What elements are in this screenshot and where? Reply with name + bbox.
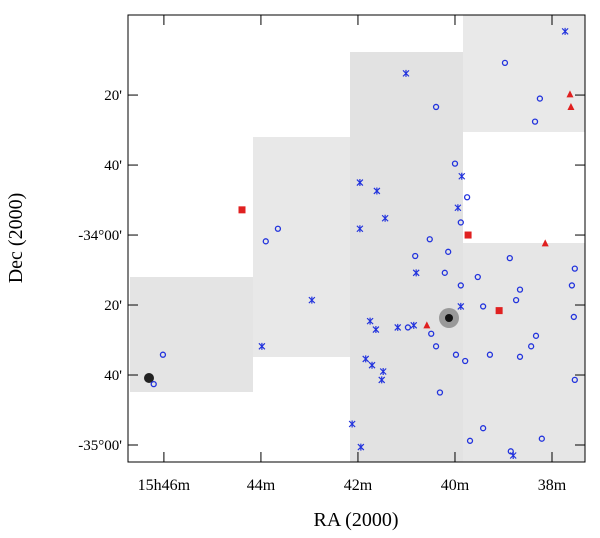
circle-marker [150,380,157,388]
cross-marker [410,321,418,329]
circle-marker [457,219,464,226]
circle-marker [571,265,578,272]
y-tick-label: 20' [104,298,122,314]
cross-marker [454,204,462,212]
cross-marker [561,27,569,35]
circle-marker [516,353,524,360]
circle-marker [159,351,167,358]
circle-marker [571,376,578,384]
y-tick-label: -34°00' [78,228,122,244]
circle-marker [463,194,471,201]
triangle-marker [567,102,575,110]
cross-marker [366,317,374,325]
circle-marker [512,296,520,304]
circle-marker [532,332,540,339]
cross-marker [368,361,376,369]
circle-marker [404,324,412,331]
cross-marker [362,355,370,363]
x-tick-label: 44m [247,477,276,494]
circle-marker [466,437,474,444]
square-marker [238,206,246,214]
plot-frame [127,14,586,463]
circle-marker [506,254,513,262]
circle-marker [568,282,576,289]
circle-marker [445,248,452,255]
square-marker [495,307,503,315]
triangle-marker [541,239,549,247]
circle-marker [538,435,545,442]
circle-marker [451,160,459,167]
circle-marker [501,59,509,67]
y-tick-label: 40' [104,158,122,174]
circle-marker [412,252,419,260]
y-tick-label: 40' [104,368,122,384]
cross-marker [308,296,316,304]
x-tick-label: 40m [441,477,470,494]
x-tick-label: 42m [344,477,373,494]
cross-marker [356,179,364,187]
circle-marker [428,330,435,337]
circle-marker [426,236,433,243]
circle-marker [527,343,535,350]
cross-marker [379,368,387,376]
cross-marker [373,187,381,195]
cross-marker [394,323,402,331]
circle-marker [441,269,448,276]
cross-marker [458,172,466,180]
circle-marker [486,351,494,358]
circle-marker [479,425,487,432]
circle-marker [474,273,481,281]
sky-image [130,15,585,462]
circle-marker [531,118,539,125]
circle-marker [570,313,577,321]
cross-marker [348,420,356,428]
triangle-marker [423,321,431,329]
triangle-marker [566,90,574,98]
circle-marker [479,303,487,310]
cross-marker [381,214,389,222]
circle-marker [262,238,269,245]
circle-marker [432,103,440,111]
cross-marker [457,302,465,310]
circle-marker [452,351,460,358]
cross-marker [412,269,420,277]
cross-marker [372,326,380,334]
circle-marker [274,225,282,232]
circle-marker [457,282,464,289]
cross-marker [357,443,365,451]
circle-marker [436,389,444,396]
cross-marker [258,342,266,350]
cross-marker [509,451,517,459]
cross-marker [356,225,364,233]
y-tick-label: -35°00' [78,438,122,454]
x-tick-label: 38m [538,477,567,494]
circle-marker [536,95,544,102]
circle-marker [462,357,469,365]
cross-marker [402,69,410,77]
cross-marker [378,376,386,384]
circle-marker [432,343,440,350]
x-tick-label: 15h46m [138,477,191,494]
y-tick-label: 20' [104,88,122,104]
x-axis-label: RA (2000) [314,509,399,531]
y-axis-label: Dec (2000) [5,193,27,284]
circle-marker [516,286,524,293]
square-marker [464,231,472,239]
